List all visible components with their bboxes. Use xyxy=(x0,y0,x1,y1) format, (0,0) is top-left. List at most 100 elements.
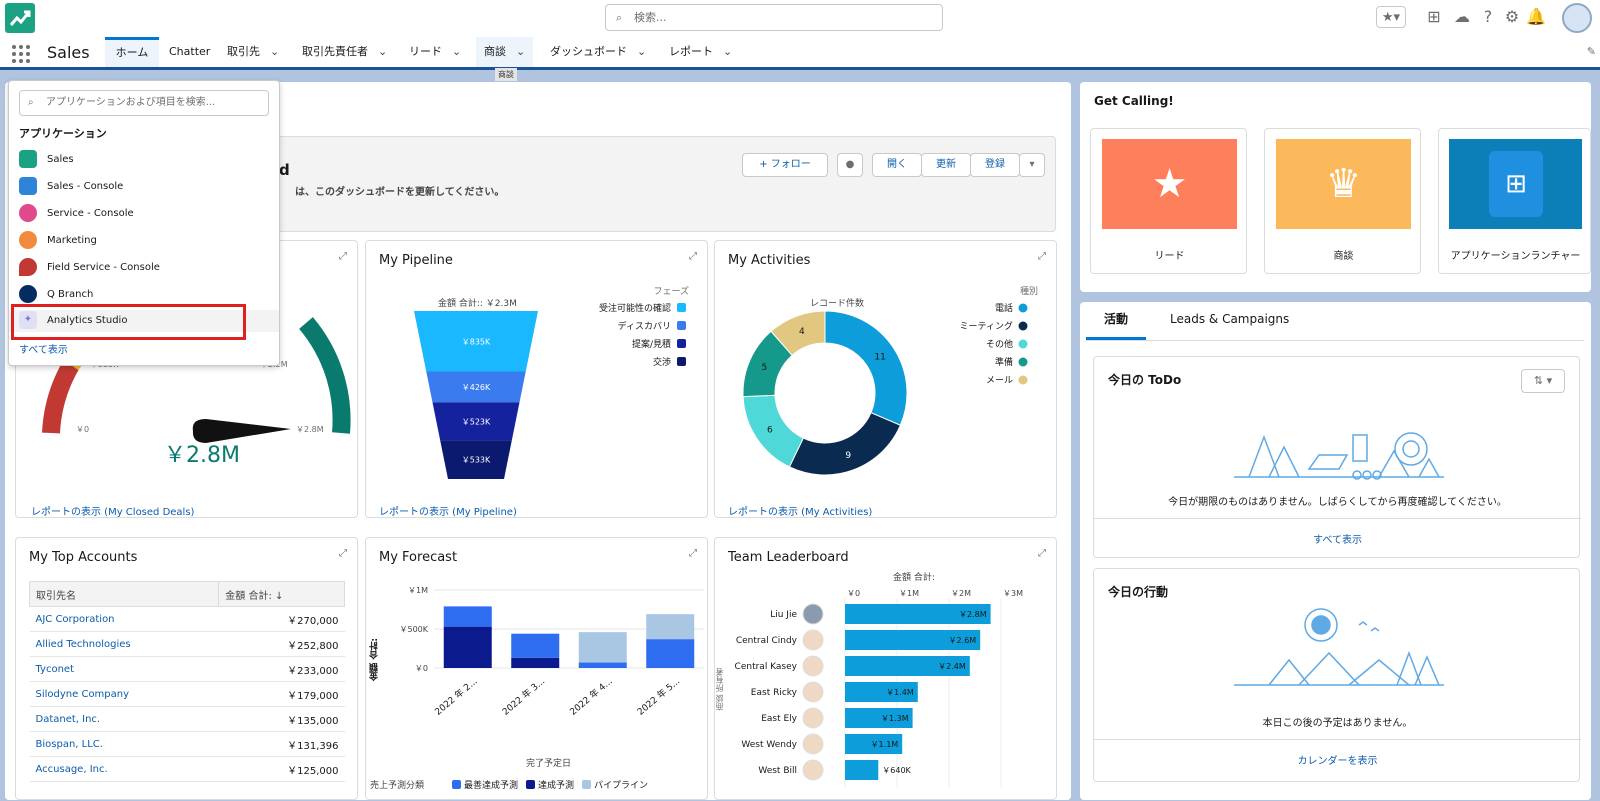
leaderboard-bar[interactable] xyxy=(845,682,918,702)
app-item-analytics-studio[interactable]: ✦ Analytics Studio xyxy=(9,310,279,332)
follow-button[interactable]: + フォロー xyxy=(742,153,828,177)
forecast-bar-segment[interactable] xyxy=(511,657,560,668)
global-add-icon[interactable]: ⊞ xyxy=(1427,7,1441,26)
forecast-bar-segment[interactable] xyxy=(578,662,627,668)
forecast-bar-segment[interactable] xyxy=(646,639,695,668)
app-item-q-branch[interactable]: Q Branch xyxy=(19,284,93,306)
funnel-segment[interactable] xyxy=(432,402,520,441)
app-item-field-service[interactable]: Field Service - Console xyxy=(19,257,160,279)
tab-reports[interactable]: レポート ⌄ xyxy=(661,37,740,67)
chat-icon[interactable]: ● xyxy=(837,153,863,177)
more-actions-chevron-icon[interactable]: ▾ xyxy=(1019,153,1045,177)
tile-opportunities[interactable]: ♛ 商談 xyxy=(1264,128,1421,274)
donut-slice[interactable] xyxy=(770,310,826,357)
activities-report-link[interactable]: レポートの表示 (My Activities) xyxy=(728,507,873,518)
forecast-x-axis-label: 完了予定日 xyxy=(526,759,572,769)
chevron-down-icon[interactable]: ⌄ xyxy=(378,45,388,58)
chevron-down-icon[interactable]: ⌄ xyxy=(723,45,733,58)
show-all-apps-link[interactable]: すべて表示 xyxy=(19,345,68,356)
leaderboard-bar[interactable] xyxy=(845,760,879,780)
account-name-link[interactable]: AJC Corporation xyxy=(29,606,219,632)
app-item-marketing[interactable]: Marketing xyxy=(19,230,97,252)
refresh-button[interactable]: 更新 xyxy=(921,153,971,177)
donut-slice[interactable] xyxy=(742,394,804,468)
owner-name-label: Central Cindy xyxy=(736,636,798,646)
owner-avatar xyxy=(802,629,824,651)
forecast-bar-segment[interactable] xyxy=(511,633,560,658)
calendar-link[interactable]: カレンダーを表示 xyxy=(1297,756,1378,767)
events-empty-illustration xyxy=(1234,608,1444,686)
tile-app-launcher[interactable]: ⊞ アプリケーションランチャー xyxy=(1438,128,1591,274)
app-item-sales[interactable]: Sales xyxy=(19,149,74,171)
tab-dashboards[interactable]: ダッシュボード ⌄ xyxy=(542,37,654,67)
leaderboard-bar[interactable] xyxy=(845,604,991,624)
leaderboard-bar[interactable] xyxy=(845,656,970,676)
expand-icon[interactable]: ⤢ xyxy=(1038,548,1046,559)
forecast-bar-segment[interactable] xyxy=(443,606,492,627)
app-launcher-waffle-icon[interactable] xyxy=(12,45,30,63)
forecast-bar-segment[interactable] xyxy=(443,626,492,668)
app-item-service-console[interactable]: Service - Console xyxy=(19,203,134,225)
tab-home[interactable]: ホーム xyxy=(105,37,159,67)
funnel-segment[interactable] xyxy=(414,311,538,372)
tab-accounts[interactable]: 取引先 ⌄ xyxy=(219,37,287,67)
expand-icon[interactable]: ⤢ xyxy=(1038,251,1046,262)
subscribe-button[interactable]: 登録 xyxy=(970,153,1020,177)
forecast-bar-segment[interactable] xyxy=(646,614,695,640)
edit-nav-pencil-icon[interactable]: ✎ xyxy=(1586,45,1596,58)
account-name-link[interactable]: Datanet, Inc. xyxy=(29,706,219,732)
pipeline-report-link[interactable]: レポートの表示 (My Pipeline) xyxy=(379,507,517,518)
forecast-bar-segment[interactable] xyxy=(578,632,627,663)
chevron-down-icon[interactable]: ⌄ xyxy=(270,45,280,58)
tab-activity[interactable]: 活動 xyxy=(1086,302,1146,340)
donut-slice[interactable] xyxy=(824,310,908,426)
gauge-red-band xyxy=(42,360,79,434)
legend-swatch xyxy=(677,357,686,366)
setup-gear-icon[interactable]: ⚙ xyxy=(1504,7,1520,26)
leaderboard-bar[interactable] xyxy=(845,708,913,728)
leaderboard-bar[interactable] xyxy=(845,734,903,754)
tab-chatter[interactable]: Chatter xyxy=(161,37,218,67)
donut-slice[interactable] xyxy=(788,411,902,476)
notifications-bell-icon[interactable]: 🔔 xyxy=(1526,7,1546,26)
tab-opportunities[interactable]: 商談 ⌄ xyxy=(476,37,534,67)
legend-label: 準備 xyxy=(995,356,1013,368)
legend-swatch xyxy=(1018,321,1028,331)
legend-label: 受注可能性の確認 xyxy=(599,302,671,314)
todo-show-all-link[interactable]: すべて表示 xyxy=(1313,535,1362,546)
chevron-down-icon[interactable]: ⌄ xyxy=(516,45,526,58)
funnel-segment[interactable] xyxy=(426,371,526,403)
user-avatar[interactable] xyxy=(1562,3,1592,33)
app-launcher-search-input[interactable]: ⌕ アプリケーションおよび項目を検索... xyxy=(19,90,269,116)
funnel-segment[interactable] xyxy=(440,440,512,479)
account-name-link[interactable]: Biospan, LLC. xyxy=(29,731,219,757)
top-accounts-table: 取引先名 金額 合計: ↓ AJC Corporation ￥270,000 Al… xyxy=(28,581,345,782)
favorites-star-icon[interactable]: ★▾ xyxy=(1376,6,1406,28)
account-name-link[interactable]: Allied Technologies xyxy=(29,631,219,657)
tab-leads[interactable]: リード ⌄ xyxy=(401,37,469,67)
account-name-link[interactable]: Accusage, Inc. xyxy=(29,756,219,782)
app-item-sales-console[interactable]: Sales - Console xyxy=(19,176,123,198)
global-search-input[interactable]: ⌕ 検索... xyxy=(605,4,943,31)
sort-dropdown-button[interactable]: ⇅ ▾ xyxy=(1521,369,1565,393)
tab-contacts[interactable]: 取引先責任者 ⌄ xyxy=(294,37,395,67)
chevron-down-icon[interactable]: ⌄ xyxy=(452,45,462,58)
sales-logo[interactable] xyxy=(5,3,35,33)
tile-leads[interactable]: ★ リード xyxy=(1090,128,1247,274)
trailhead-icon[interactable]: ☁ xyxy=(1454,7,1470,26)
expand-icon[interactable]: ⤢ xyxy=(689,251,697,262)
open-button[interactable]: 開く xyxy=(872,153,922,177)
tab-leads-campaigns[interactable]: Leads & Campaigns xyxy=(1170,302,1289,340)
closed-deals-report-link[interactable]: レポートの表示 (My Closed Deals) xyxy=(31,507,195,518)
expand-icon[interactable]: ⤢ xyxy=(339,548,347,559)
chevron-down-icon[interactable]: ⌄ xyxy=(637,45,647,58)
leaderboard-bar[interactable] xyxy=(845,630,981,650)
help-icon[interactable]: ? xyxy=(1483,7,1493,26)
expand-icon[interactable]: ⤢ xyxy=(689,548,697,559)
column-header-amount[interactable]: 金額 合計: ↓ xyxy=(218,581,345,607)
account-name-link[interactable]: Tyconet xyxy=(29,656,219,682)
tile-label: アプリケーションランチャー xyxy=(1450,251,1581,262)
expand-icon[interactable]: ⤢ xyxy=(339,251,347,262)
column-header-account[interactable]: 取引先名 xyxy=(28,581,220,607)
account-name-link[interactable]: Silodyne Company xyxy=(29,681,219,707)
